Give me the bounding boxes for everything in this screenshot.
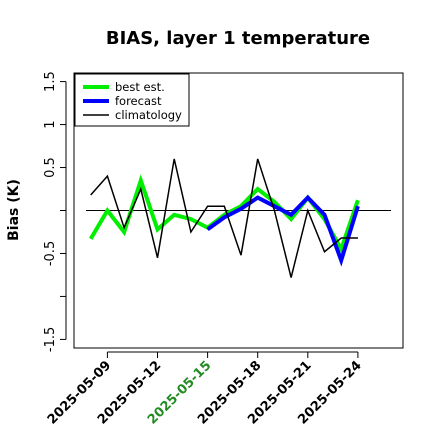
series-line-forecast: [206, 194, 360, 267]
series-line-best-est: [88, 174, 360, 255]
plot-frame: [73, 72, 404, 349]
y-tick-label: 0.5: [43, 157, 58, 178]
series-line-climatology: [90, 158, 358, 278]
legend-label: climatology: [115, 108, 182, 122]
y-tick-label: -1.5: [43, 327, 58, 352]
legend-label: best est.: [115, 80, 165, 94]
y-tick-label: 1: [43, 120, 58, 128]
legend-label: forecast: [115, 94, 162, 108]
y-axis-label: Bias (K): [6, 179, 22, 241]
y-tick-label: 1.5: [43, 71, 58, 92]
y-tick-label: -0.5: [43, 241, 58, 266]
chart-title: BIAS, layer 1 temperature: [106, 28, 370, 49]
